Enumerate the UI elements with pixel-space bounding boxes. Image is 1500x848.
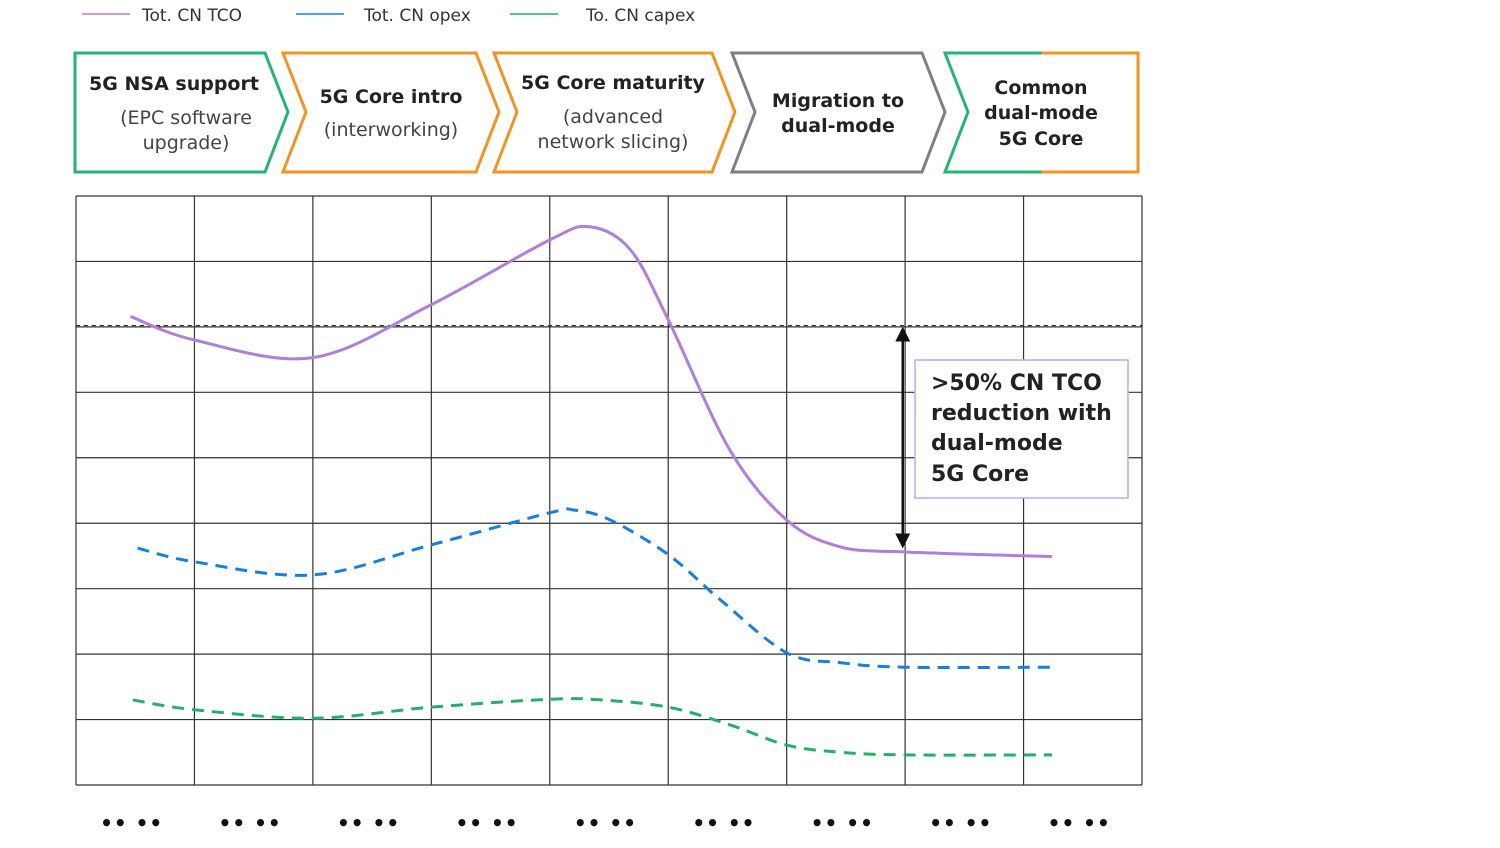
legend: Tot. CN TCO Tot. CN opex To. CN capex xyxy=(82,6,695,26)
phase-2-shape xyxy=(280,51,501,174)
phase-5-shape xyxy=(942,51,1140,174)
phase-1-subtitle-1: (EPC software xyxy=(120,107,252,129)
phase-1-shape xyxy=(73,51,290,174)
x-tick-label: •• •• xyxy=(1048,811,1111,835)
phase-3-title: 5G Core maturity xyxy=(521,72,705,94)
x-tick-label: •• •• xyxy=(811,811,874,835)
annotation-line-1: >50% CN TCO xyxy=(931,371,1102,396)
series-line-opex xyxy=(137,507,1052,670)
legend-label-opex: Tot. CN opex xyxy=(363,6,471,26)
x-tick-label: •• •• xyxy=(692,811,755,835)
x-tick-label: •• •• xyxy=(929,811,992,835)
x-tick-label: •• •• xyxy=(455,811,518,835)
x-tick-label: •• •• xyxy=(337,811,400,835)
legend-label-tco: Tot. CN TCO xyxy=(141,6,242,26)
phase-2-subtitle-1: (interworking) xyxy=(324,119,458,141)
phase-chevrons: 5G NSA support (EPC software upgrade) 5G… xyxy=(73,51,1140,174)
phase-3-subtitle-2: network slicing) xyxy=(538,131,689,153)
phase-4-title: Migration to xyxy=(772,90,904,112)
phase-2-title: 5G Core intro xyxy=(320,86,463,108)
phase-4-shape xyxy=(729,51,947,174)
legend-label-capex: To. CN capex xyxy=(585,6,695,26)
plot-grid xyxy=(75,195,1143,786)
x-tick-label: •• •• xyxy=(219,811,282,835)
phase-4-subtitle-1: dual-mode xyxy=(781,115,895,137)
annotation-box: >50% CN TCO reduction with dual-mode 5G … xyxy=(914,359,1129,499)
x-tick-labels: •• •• •• •• •• •• •• •• •• •• •• •• •• •• •• ••… xyxy=(100,811,1111,835)
phase-1-title: 5G NSA support xyxy=(89,73,259,95)
phase-5-title: Common xyxy=(994,77,1087,99)
annotation-line-3: dual-mode xyxy=(931,431,1063,456)
x-tick-label: •• •• xyxy=(100,811,163,835)
phase-3-subtitle-1: (advanced xyxy=(563,106,663,128)
series-line-capex xyxy=(132,697,1052,757)
phase-3-shape xyxy=(491,51,737,174)
annotation-line-2: reduction with xyxy=(931,401,1112,426)
phase-5-subtitle-1: dual-mode xyxy=(984,102,1098,124)
phase-5-subtitle-2: 5G Core xyxy=(999,128,1084,150)
annotation-line-4: 5G Core xyxy=(931,462,1029,487)
x-tick-label: •• •• xyxy=(574,811,637,835)
series-lines xyxy=(129,224,1053,757)
series-line-tco xyxy=(129,224,1053,559)
phase-1-subtitle-2: upgrade) xyxy=(143,132,230,154)
